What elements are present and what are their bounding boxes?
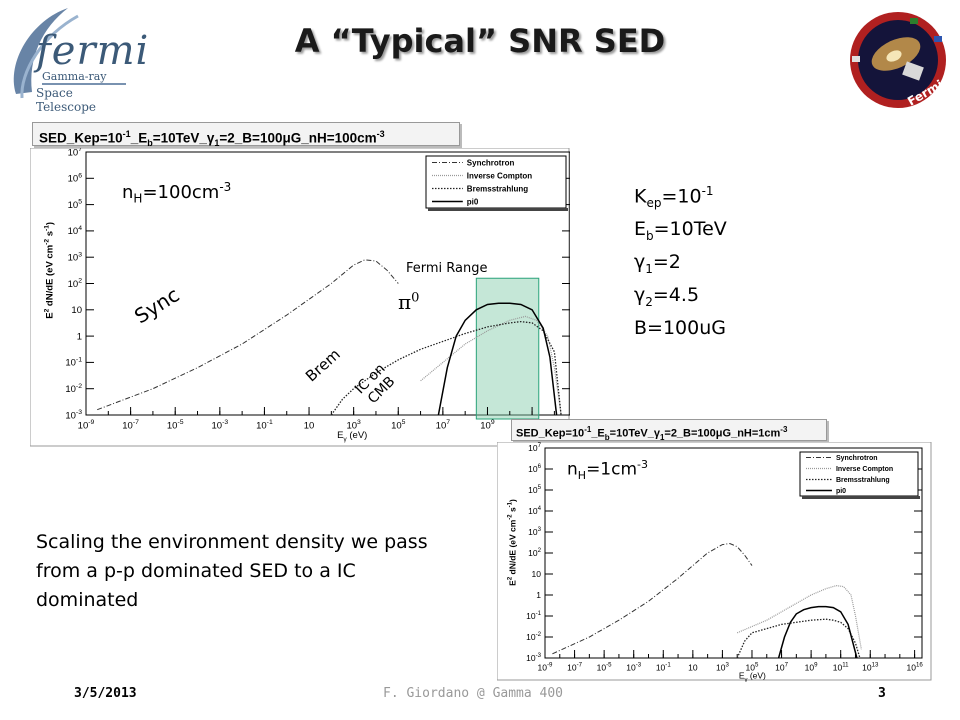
legend-entry: pi0: [836, 488, 846, 495]
x-tick-label: 1011: [833, 662, 849, 673]
x-tick-label: 10-9: [538, 662, 554, 673]
x-tick-label: 109: [805, 662, 818, 673]
series-synchrotron: [97, 259, 399, 411]
plot1-title: SED_Kep=10-1_Eb=10TeV_γ1=2_B=100μG_nH=10…: [32, 122, 460, 148]
legend-entry: Synchrotron: [836, 455, 878, 462]
y-tick-label: 10: [532, 569, 542, 579]
param-b: B=100uG: [634, 316, 726, 339]
legend-shadow: [802, 496, 920, 499]
slide-title: A “Typical” SNR SED: [294, 22, 666, 60]
legend-entry: Bremsstrahlung: [836, 477, 890, 484]
x-tick-label: 105: [746, 662, 759, 673]
legend-entry: Inverse Compton: [836, 466, 893, 473]
y-tick-label: 10: [71, 305, 82, 316]
footer-page: 3: [878, 686, 886, 701]
legend-entry: pi0: [467, 197, 479, 206]
y-tick-label: 10-2: [65, 383, 82, 395]
x-tick-label: 10: [304, 421, 315, 432]
x-tick-label: 10-9: [78, 419, 95, 431]
nh-bottom-label: nH=1cm-3: [567, 458, 648, 483]
y-tick-label: 103: [528, 526, 541, 537]
fermi-logo-line1: Gamma-ray: [42, 70, 107, 83]
legend-box: [799, 451, 919, 497]
body-text: Scaling the environment density we pass …: [36, 531, 428, 611]
x-tick-label: 105: [391, 419, 406, 431]
footer-date: 3/5/2013: [74, 686, 137, 701]
y-tick-label: 107: [68, 148, 83, 158]
y-tick-label: 105: [528, 484, 541, 495]
legend-entry: Synchrotron: [467, 158, 515, 167]
y-tick-label: 10-1: [65, 356, 82, 368]
fermi-logo-swirl-icon: [13, 8, 126, 99]
y-tick-label: 10-3: [65, 409, 82, 421]
x-tick-label: 10-3: [626, 662, 642, 673]
footer-author: F. Giordano @ Gamma 400: [383, 686, 564, 701]
legend-shadow: [428, 208, 568, 211]
x-tick-label: 10-5: [167, 419, 184, 431]
fermi-mission-badge: Fermi: [848, 8, 952, 112]
x-axis-label: Eγ (eV): [739, 670, 766, 682]
series-pi0: [437, 302, 558, 416]
fermi-range-label: Fermi Range: [406, 261, 488, 276]
plot2-title: SED_Kep=10-1_Eb=10TeV_γ1=2_B=100μG_nH=1c…: [511, 419, 827, 442]
x-tick-label: 103: [346, 419, 361, 431]
param-eb: Eb=10TeV: [634, 218, 727, 243]
x-tick-label: 103: [716, 662, 729, 673]
series-pi0: [777, 605, 858, 659]
y-tick-label: 104: [528, 505, 541, 516]
fermi-logo-line2: Space Telescope: [36, 86, 96, 114]
fermi-logo: fermi Gamma-ray Space Telescope: [2, 2, 148, 114]
pi0-label: π0: [398, 290, 420, 314]
y-tick-label: 105: [68, 199, 83, 211]
series-bremsstrahlung: [330, 320, 562, 416]
y-tick-label: 104: [68, 225, 83, 237]
x-tick-label: 107: [775, 662, 788, 673]
y-axis-label: E2 dN/dE (eV cm-2 s-1): [507, 499, 517, 586]
y-tick-label: 106: [528, 463, 541, 474]
x-tick-label: 10: [688, 663, 698, 673]
x-tick-label: 107: [436, 419, 451, 431]
x-tick-label: 10-3: [211, 419, 228, 431]
legend-box: [425, 155, 567, 209]
nh-top-label: nH=100cm-3: [122, 180, 232, 206]
fermi-badge-icon: [850, 12, 946, 108]
param-gamma1: γ1=2: [634, 250, 681, 276]
series-inverse-compton: [420, 315, 562, 416]
param-kep: Kep=10-1: [634, 184, 714, 211]
series-synchrotron: [552, 542, 753, 655]
x-tick-label: 109: [480, 419, 495, 431]
y-tick-label: 106: [68, 172, 83, 184]
x-tick-label: 10-1: [656, 662, 672, 673]
y-tick-label: 102: [68, 278, 83, 290]
x-tick-label: 10-7: [567, 662, 583, 673]
param-gamma2: γ2=4.5: [634, 283, 700, 309]
y-tick-label: 10-1: [526, 610, 542, 621]
y-tick-label: 10-3: [526, 652, 542, 663]
series-bremsstrahlung: [736, 618, 861, 659]
y-tick-label: 103: [68, 251, 83, 263]
y-tick-label: 107: [528, 442, 541, 453]
y-tick-label: 102: [528, 547, 541, 558]
y-tick-label: 10-2: [526, 631, 542, 642]
y-tick-label: 1: [536, 590, 541, 600]
y-tick-label: 1: [77, 331, 82, 342]
legend-entry: Bremsstrahlung: [467, 184, 528, 193]
series-inverse-compton: [736, 584, 862, 650]
x-tick-label: 1016: [906, 662, 923, 673]
x-tick-label: 10-5: [597, 662, 613, 673]
fermi-logo-word: fermi: [36, 28, 150, 74]
x-tick-label: 10-7: [122, 419, 139, 431]
x-tick-label: 10-1: [256, 419, 273, 431]
parameter-list: Kep=10-1 Eb=10TeV γ1=2 γ2=4.5 B=100uG: [634, 178, 727, 341]
y-axis-label: E2 dN/dE (eV cm-2 s-1): [44, 222, 56, 319]
x-tick-label: 1013: [862, 662, 879, 673]
fermi-range-band: [475, 277, 540, 420]
legend-entry: Inverse Compton: [467, 171, 532, 180]
